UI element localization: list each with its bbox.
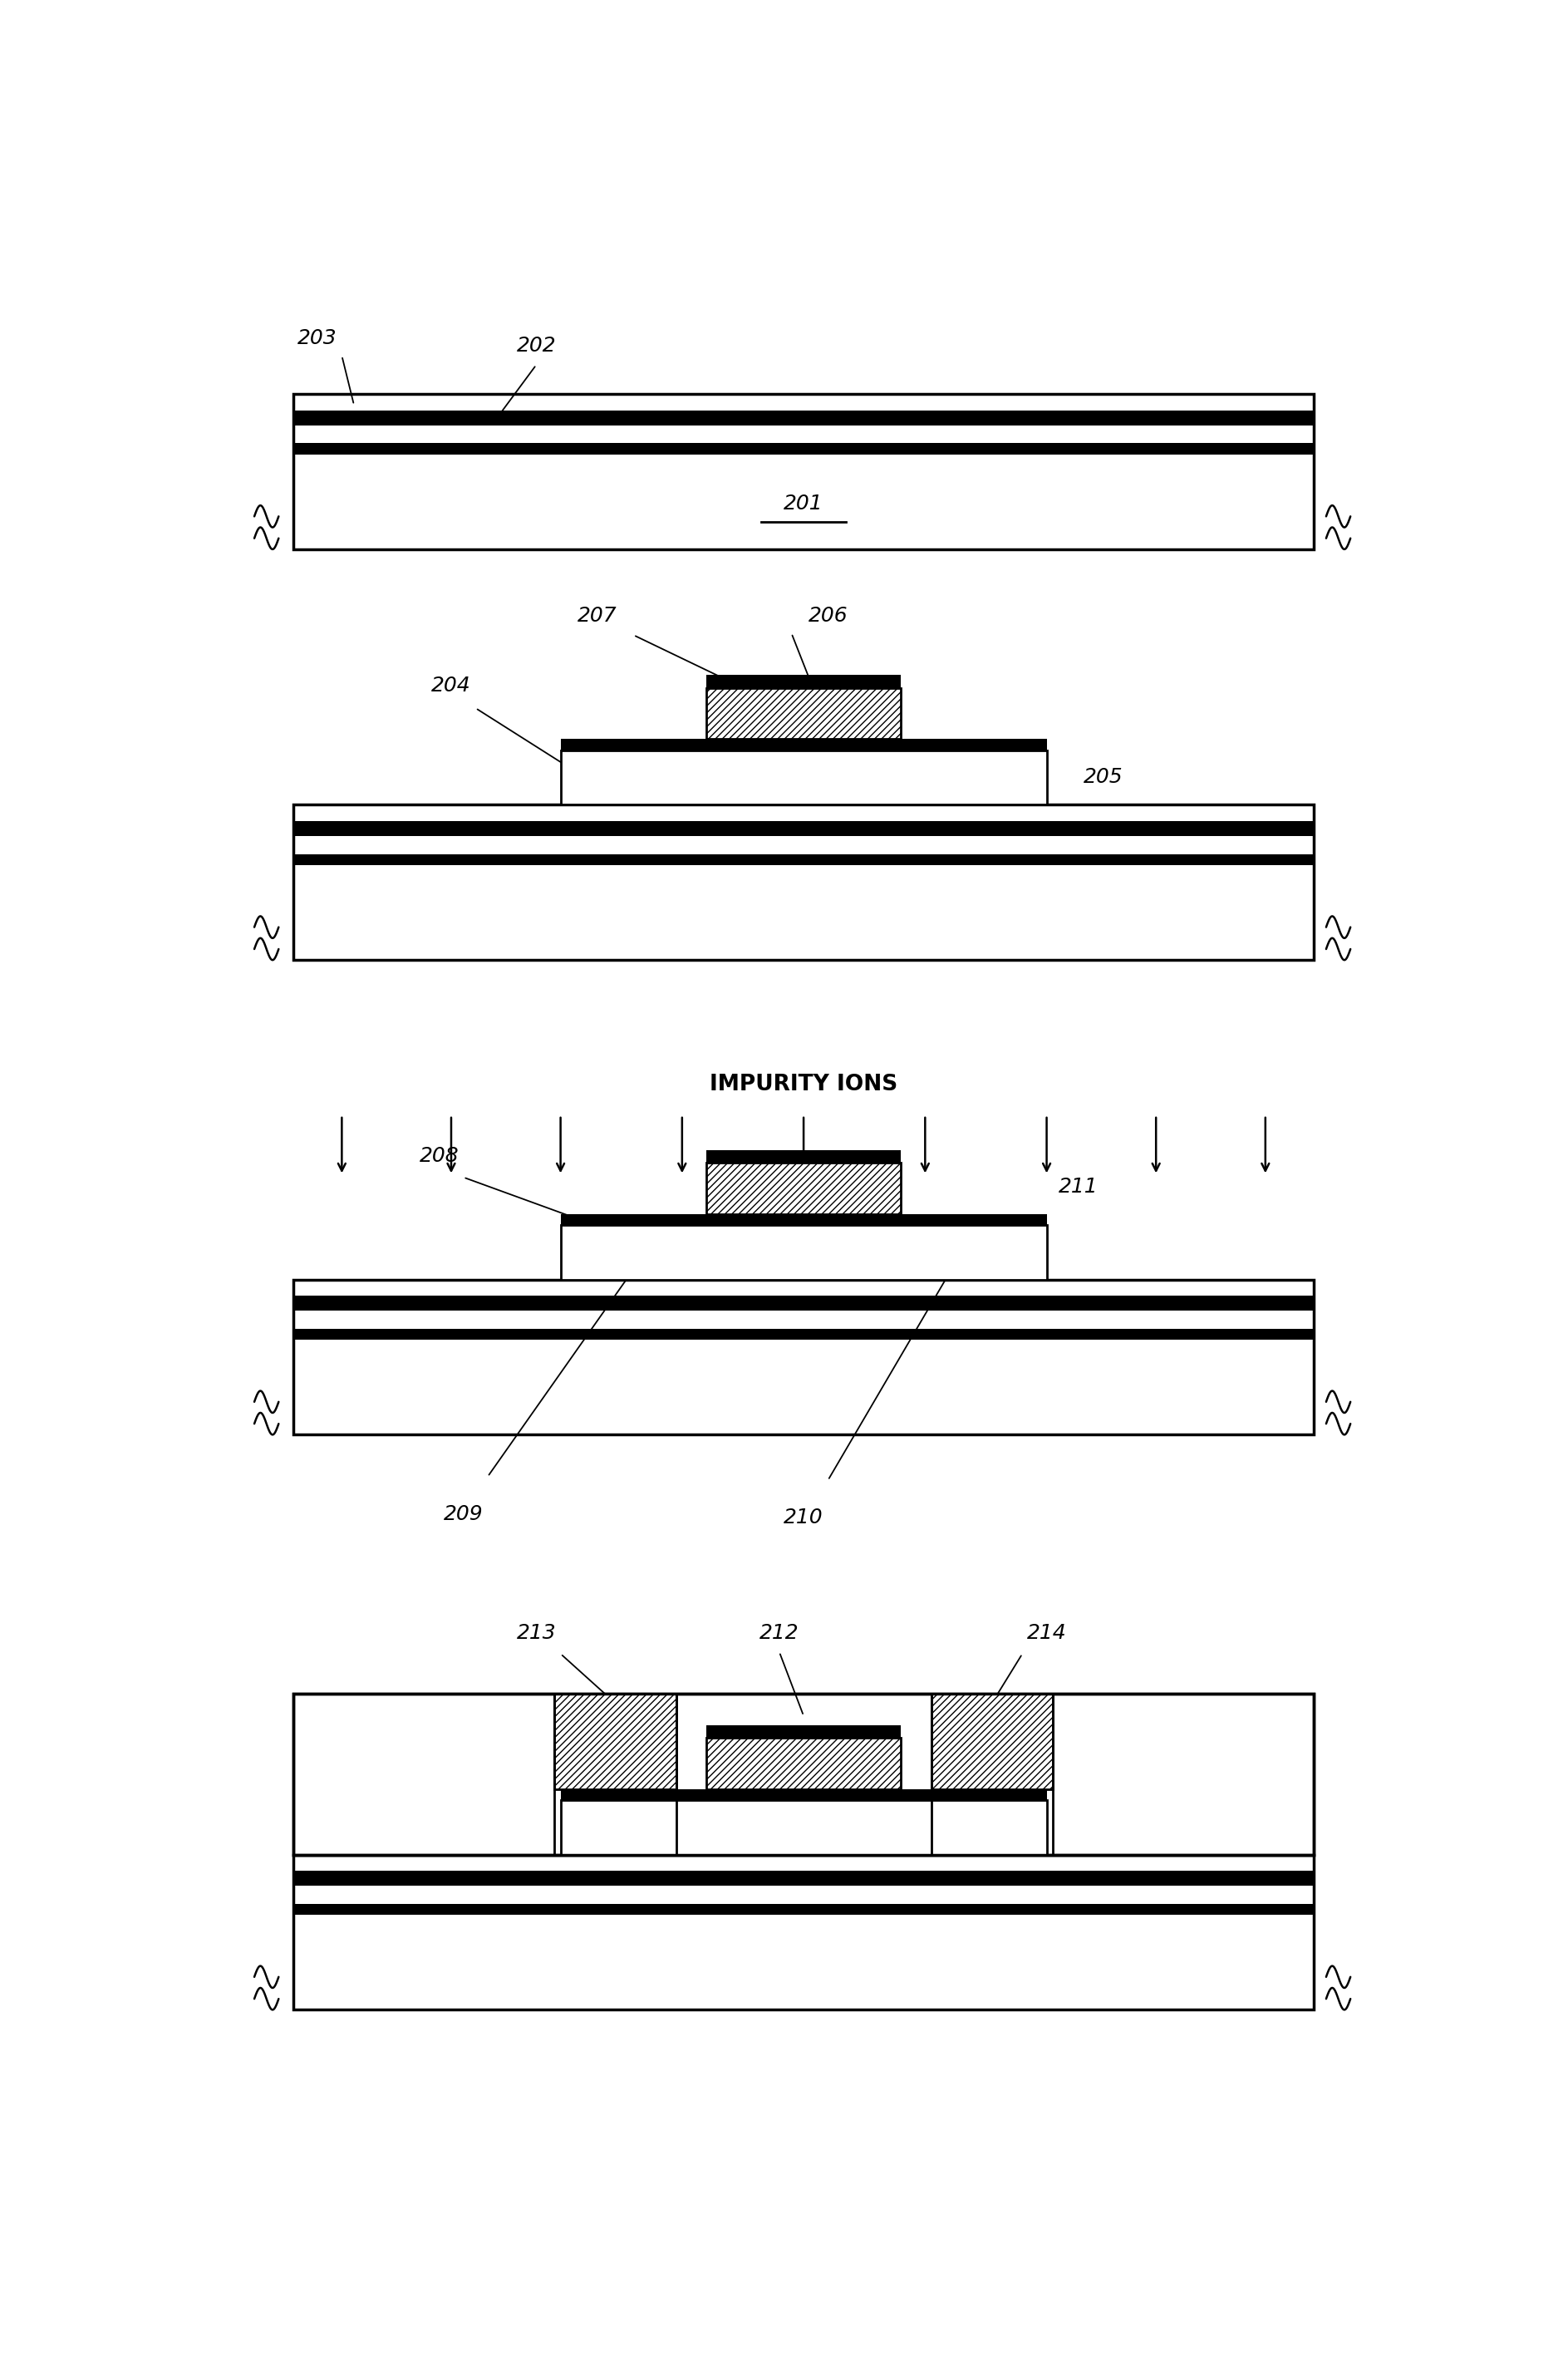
- Text: 204: 204: [431, 676, 470, 695]
- Text: 203: 203: [298, 330, 337, 349]
- Text: 214: 214: [1027, 1622, 1066, 1643]
- Text: 207: 207: [577, 607, 616, 626]
- Bar: [561, 749, 1046, 804]
- Bar: [706, 1726, 900, 1738]
- Bar: [931, 1693, 1052, 1788]
- Bar: [561, 1226, 1046, 1280]
- Bar: [293, 1297, 1314, 1311]
- Bar: [293, 1693, 1314, 1854]
- Text: 201: 201: [784, 493, 823, 515]
- Text: 213: 213: [516, 1622, 557, 1643]
- Bar: [561, 1214, 1046, 1226]
- Bar: [561, 1800, 1046, 1854]
- Text: 206: 206: [808, 607, 848, 626]
- Bar: [293, 410, 1314, 424]
- Bar: [555, 1693, 676, 1788]
- Text: 212: 212: [759, 1622, 800, 1643]
- Bar: [706, 688, 900, 740]
- Bar: [706, 1738, 900, 1788]
- Bar: [706, 688, 900, 740]
- Bar: [293, 1871, 1314, 1885]
- Bar: [293, 1854, 1314, 2011]
- Text: 202: 202: [516, 337, 557, 356]
- Bar: [293, 443, 1314, 455]
- Text: 211: 211: [1058, 1176, 1098, 1197]
- Bar: [293, 854, 1314, 865]
- Bar: [706, 1162, 900, 1214]
- Text: IMPURITY IONS: IMPURITY IONS: [710, 1074, 897, 1095]
- Bar: [555, 1693, 676, 1788]
- Text: 205: 205: [1083, 768, 1123, 787]
- Bar: [293, 1904, 1314, 1916]
- Bar: [931, 1693, 1052, 1788]
- Bar: [293, 394, 1314, 550]
- Bar: [293, 804, 1314, 960]
- Text: 210: 210: [784, 1508, 823, 1527]
- Bar: [561, 1788, 1046, 1800]
- Text: 208: 208: [419, 1145, 459, 1167]
- Bar: [293, 1693, 1314, 1854]
- Bar: [706, 1150, 900, 1162]
- Bar: [706, 676, 900, 688]
- Bar: [293, 820, 1314, 837]
- Bar: [293, 1280, 1314, 1434]
- Bar: [293, 1328, 1314, 1340]
- Bar: [706, 1738, 900, 1788]
- Bar: [561, 740, 1046, 749]
- Text: 209: 209: [444, 1503, 483, 1525]
- Bar: [706, 1162, 900, 1214]
